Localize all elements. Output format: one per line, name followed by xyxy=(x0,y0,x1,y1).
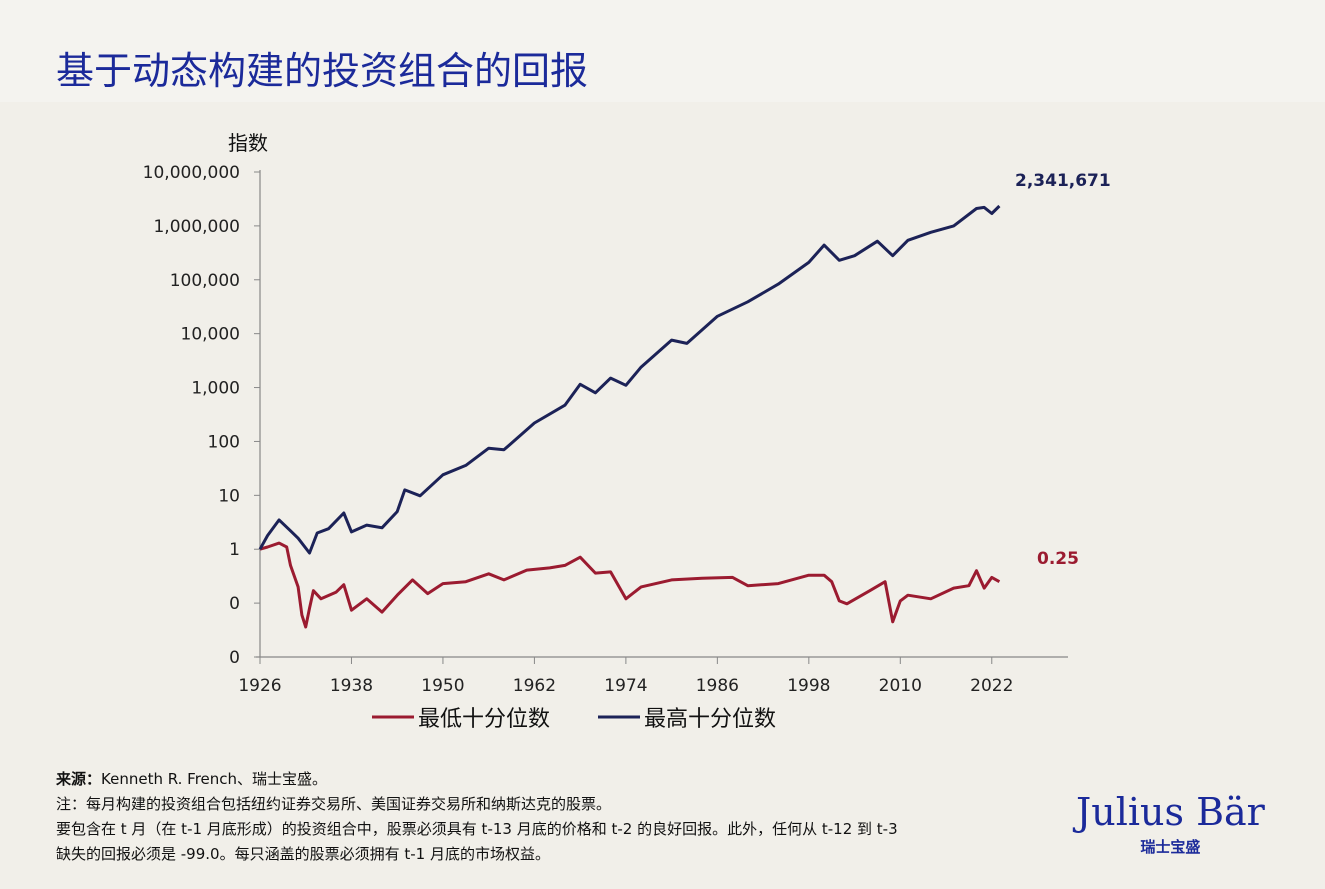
y-tick-label: 10 xyxy=(218,486,240,506)
x-tick-label: 1974 xyxy=(604,676,647,696)
y-tick-label: 10,000,000 xyxy=(143,163,240,183)
x-tick-label: 1926 xyxy=(238,676,281,696)
y-tick-label: 10,000 xyxy=(181,325,240,345)
y-tick-label: 0 xyxy=(229,594,240,614)
y-tick-label: 1,000,000 xyxy=(153,217,240,237)
legend: 最低十分位数 最高十分位数 xyxy=(372,707,776,732)
x-tick-label: 1998 xyxy=(787,676,830,696)
note-line-2: 要包含在 t 月（在 t-1 月底形成）的投资组合中，股票必须具有 t-13 月… xyxy=(56,820,898,838)
x-tick-label: 2022 xyxy=(970,676,1013,696)
note-line-3: 缺失的回报必须是 -99.0。每只涵盖的股票必须拥有 t-1 月底的市场权益。 xyxy=(56,845,550,863)
end-value-label: 2,341,671 xyxy=(1015,171,1111,191)
y-tick-label: 100,000 xyxy=(170,271,240,291)
series-line-highest-decile xyxy=(258,204,1001,555)
x-tick-label: 2010 xyxy=(879,676,922,696)
legend-label: 最低十分位数 xyxy=(418,707,550,732)
title-band xyxy=(0,0,1325,102)
end-value-label: 0.25 xyxy=(1037,549,1079,569)
y-tick-label: 100 xyxy=(208,432,240,452)
note-line-1: 注：每月构建的投资组合包括纽约证券交易所、美国证券交易所和纳斯达克的股票。 xyxy=(56,795,612,813)
y-tick-label: 0 xyxy=(229,648,240,668)
legend-label: 最高十分位数 xyxy=(644,707,776,732)
source-label: 来源： xyxy=(56,770,102,788)
logo-sub: 瑞士宝盛 xyxy=(1140,838,1201,856)
chart-title: 基于动态构建的投资组合的回报 xyxy=(56,49,589,93)
y-tick-label: 1 xyxy=(229,540,240,560)
julius-baer-logo: Julius Bär 瑞士宝盛 xyxy=(1076,790,1265,857)
x-tick-label: 1950 xyxy=(421,676,464,696)
y-axis-label: 指数 xyxy=(228,131,268,155)
y-tick-label: 1,000 xyxy=(191,379,240,399)
series-line-lowest-decile xyxy=(259,541,1001,629)
source-text: Kenneth R. French、瑞士宝盛。 xyxy=(101,770,328,788)
x-tick-label: 1962 xyxy=(513,676,556,696)
x-tick-label: 1938 xyxy=(330,676,373,696)
footnote: 来源：Kenneth R. French、瑞士宝盛。 注：每月构建的投资组合包括… xyxy=(56,767,898,867)
axes: 10,000,0001,000,000100,00010,0001,000100… xyxy=(143,163,1068,696)
logo-name: Julius Bär xyxy=(1076,790,1265,834)
x-tick-label: 1986 xyxy=(696,676,739,696)
series-lines: 0.25 2,341,671 xyxy=(258,171,1111,629)
source-line: 来源：Kenneth R. French、瑞士宝盛。 xyxy=(56,767,898,792)
